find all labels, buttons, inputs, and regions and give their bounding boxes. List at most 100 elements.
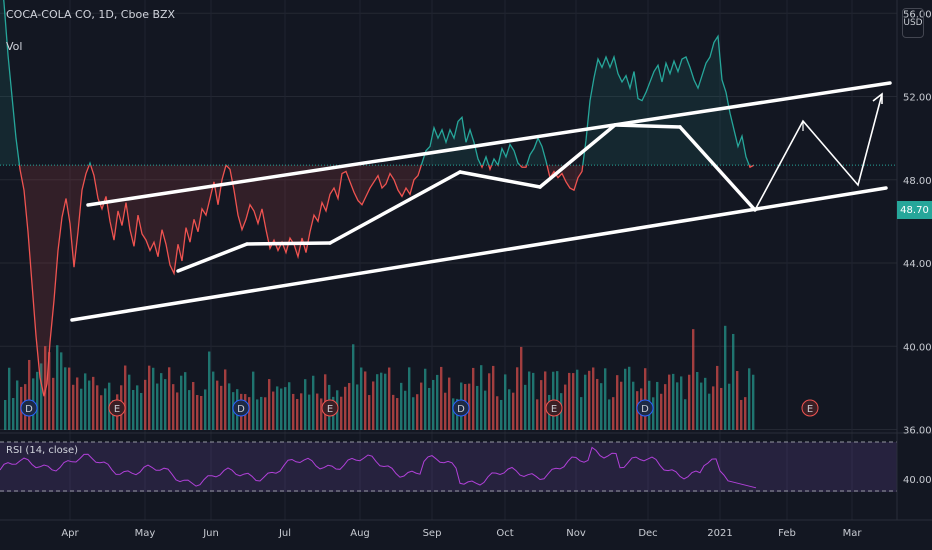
event-marker (452, 399, 470, 417)
x-tick-label: Oct (496, 528, 513, 539)
volume-bar (300, 393, 303, 430)
volume-bar (200, 395, 203, 430)
volume-bar (264, 397, 267, 430)
volume-bar (680, 376, 683, 430)
currency-button[interactable]: USD (902, 8, 924, 38)
volume-bar (256, 399, 259, 430)
volume-bar (700, 382, 703, 430)
x-tick-label: May (135, 528, 156, 539)
volume-bar (152, 367, 155, 430)
volume-bar (312, 375, 315, 430)
event-marker (801, 399, 819, 417)
volume-bar (16, 380, 19, 430)
rsi-line (0, 446, 757, 489)
volume-bar (180, 375, 183, 430)
drawings (70, 81, 892, 322)
volume-bar (592, 367, 595, 430)
volume-bar (604, 368, 607, 430)
price-line (0, 0, 897, 397)
volume-bar (644, 368, 647, 430)
volume-bar (664, 384, 667, 430)
rsi-panel: 40.00 (0, 432, 932, 492)
volume-bar (352, 344, 355, 430)
volume-bar (388, 367, 391, 430)
volume-bar (76, 377, 79, 430)
volume-bar (600, 383, 603, 430)
volume-bar (364, 371, 367, 430)
volume-bar (624, 368, 627, 430)
volume-bar (484, 390, 487, 430)
volume-bar (392, 394, 395, 430)
event-marker-label: D (237, 404, 245, 415)
volume-bar (688, 374, 691, 430)
volume-label: Vol (6, 40, 23, 53)
volume-bar (520, 346, 523, 430)
volume-bar (44, 346, 47, 430)
volume-bar (576, 369, 579, 430)
event-marker (636, 399, 654, 417)
volume-bar (8, 367, 11, 430)
volume-bar (84, 373, 87, 430)
volume-bar (348, 383, 351, 430)
volume-bar (492, 365, 495, 430)
volume-bar (356, 384, 359, 430)
price-line-down (18, 165, 755, 397)
volume-bar (192, 382, 195, 430)
volume-bar (540, 380, 543, 430)
price-line-up (3, 0, 755, 166)
volume-bar (404, 390, 407, 430)
event-marker-label: E (807, 404, 813, 415)
volume-bar (68, 367, 71, 430)
volume-bar (88, 380, 91, 430)
volume-bar (448, 377, 451, 430)
volume-bar (524, 384, 527, 430)
volume-bar (488, 373, 491, 430)
event-marker (232, 399, 250, 417)
volume-bar (260, 396, 263, 430)
volume-bar (736, 371, 739, 430)
volume-bar (104, 388, 107, 430)
volume-bar (176, 392, 179, 430)
volume-bar (632, 381, 635, 430)
volume-bar (660, 393, 663, 430)
volume-bar (188, 390, 191, 430)
volume-bar (652, 397, 655, 430)
x-tick-label: Dec (638, 528, 657, 539)
volume-bar (208, 351, 211, 430)
trend-line (176, 242, 249, 273)
volume-bar (672, 373, 675, 430)
trend-line (328, 170, 462, 245)
volume-bar (320, 398, 323, 430)
volume-bar (432, 379, 435, 430)
volume-bar (80, 388, 83, 430)
volume-bar (248, 397, 251, 430)
volume-bar (344, 386, 347, 430)
volume-bar (684, 399, 687, 430)
chart-title: COCA-COLA CO, 1D, Cboe BZX (6, 8, 176, 21)
volume-bar (500, 399, 503, 430)
volume-bar (416, 394, 419, 430)
event-marker (20, 399, 38, 417)
volume-bar (656, 381, 659, 430)
volume-bar (316, 393, 319, 430)
event-marker-label: E (114, 404, 120, 415)
volume-bar (340, 396, 343, 430)
y-tick-label: 36.00 (903, 426, 932, 437)
volume-bar (156, 383, 159, 430)
volume-bar (744, 397, 747, 430)
volume-bar (516, 367, 519, 430)
y-tick-label: 44.00 (903, 259, 932, 270)
event-marker (108, 399, 126, 417)
volume-bar (612, 397, 615, 430)
volume-bar (216, 380, 219, 430)
volume-bar (28, 359, 31, 430)
volume-bar (724, 325, 727, 430)
x-tick-label: Mar (843, 528, 863, 539)
rsi-label: RSI (14, close) (6, 445, 79, 456)
volume-bar (292, 393, 295, 430)
volume-bar (52, 377, 55, 430)
volume-bar (196, 395, 199, 430)
volume-bar (288, 382, 291, 430)
